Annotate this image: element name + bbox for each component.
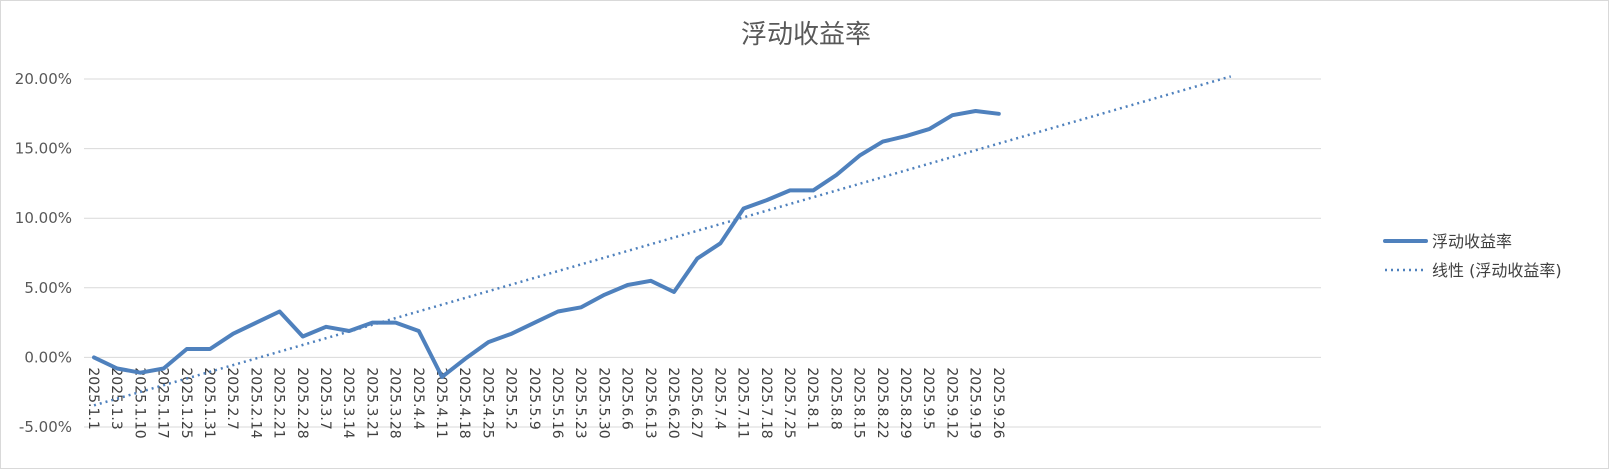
trendline [93,75,1232,407]
data-point [162,367,166,371]
x-tick-label: 2025.1.1 [85,367,101,429]
x-tick-label: 2025.4.11 [433,367,449,438]
x-tick-label: 2025.4.25 [479,367,495,438]
data-point [440,375,444,379]
x-tick-label: 2025.1.25 [178,367,194,438]
data-point [324,325,328,329]
data-point [626,283,630,287]
data-point [208,347,212,351]
data-point [858,154,862,158]
y-axis-ticks: -5.00% 0.00% 5.00% 10.00% 15.00% 20.00% [15,70,72,436]
x-tick-label: 2025.9.19 [967,367,983,438]
y-tick-label: 5.00% [24,279,72,297]
x-tick-label: 2025.8.22 [874,367,890,438]
data-point [579,305,583,309]
x-tick-label: 2025.7.11 [735,367,751,438]
y-tick-label: -5.00% [19,418,72,436]
y-tick-label: 10.00% [15,209,72,227]
data-point [788,188,792,192]
x-tick-label: 2025.5.9 [526,367,542,429]
data-point [254,321,258,325]
x-tick-label: 2025.7.25 [781,367,797,438]
x-tick-label: 2025.1.17 [155,367,171,438]
x-tick-label: 2025.2.14 [247,367,263,438]
y-tick-label: 0.00% [24,348,72,366]
y-tick-label: 20.00% [15,70,72,88]
data-point [138,371,142,375]
x-tick-label: 2025.2.7 [224,367,240,429]
chart-title: 浮动收益率 [741,20,871,50]
data-point [974,109,978,113]
data-point [394,321,398,325]
x-tick-label: 2025.5.23 [572,367,588,438]
x-tick-label: 2025.1.3 [108,367,124,429]
data-point [718,241,722,245]
legend: 浮动收益率 线性 (浮动收益率) [1383,232,1562,280]
x-tick-label: 2025.8.29 [897,367,913,438]
data-point [904,134,908,138]
data-point [765,198,769,202]
data-point [602,293,606,297]
data-point [834,173,838,177]
x-tick-label: 2025.6.20 [665,367,681,438]
x-tick-label: 2025.3.28 [387,367,403,438]
x-tick-label: 2025.9.12 [943,367,959,438]
data-point [231,332,235,336]
data-point [927,127,931,131]
x-tick-label: 2025.4.18 [456,367,472,438]
x-tick-label: 2025.3.21 [363,367,379,438]
x-tick-label: 2025.6.27 [688,367,704,438]
data-point [742,206,746,210]
data-point [556,309,560,313]
series-layer [92,75,1232,407]
x-tick-label: 2025.8.1 [804,367,820,429]
x-tick-label: 2025.3.14 [340,367,356,438]
y-tick-label: 15.00% [15,140,72,158]
data-point [533,321,537,325]
data-point [997,112,1001,116]
data-point [278,309,282,313]
data-point [695,257,699,261]
x-tick-label: 2025.7.4 [711,367,727,429]
x-tick-label: 2025.4.4 [410,367,426,429]
x-tick-label: 2025.2.21 [271,367,287,438]
data-point [950,113,954,117]
x-tick-label: 2025.3.7 [317,367,333,429]
x-tick-label: 2025.8.15 [851,367,867,438]
data-point [649,279,653,283]
x-tick-label: 2025.6.13 [642,367,658,438]
data-point [486,340,490,344]
x-tick-label: 2025.5.2 [503,367,519,429]
x-tick-label: 2025.1.10 [131,367,147,438]
legend-label-series: 浮动收益率 [1432,232,1512,251]
legend-label-trendline: 线性 (浮动收益率) [1432,261,1562,280]
data-point [301,335,305,339]
x-tick-label: 2025.5.16 [549,367,565,438]
data-point [347,329,351,333]
x-tick-label: 2025.7.18 [758,367,774,438]
series-line [92,109,1001,379]
x-tick-label: 2025.9.26 [990,367,1006,438]
data-point [463,357,467,361]
data-point [185,347,189,351]
data-point [115,367,119,371]
data-point [510,332,514,336]
data-point [672,290,676,294]
data-point [881,140,885,144]
x-tick-label: 2025.9.5 [920,367,936,429]
x-tick-label: 2025.8.8 [827,367,843,429]
data-point [417,329,421,333]
data-point [811,188,815,192]
x-tick-label: 2025.6.6 [619,367,635,429]
x-tick-label: 2025.5.30 [595,367,611,438]
gridlines [84,78,1321,428]
data-point [92,355,96,359]
x-tick-label: 2025.1.31 [201,367,217,438]
x-tick-label: 2025.2.28 [294,367,310,438]
data-point [370,321,374,325]
x-axis-ticks: 2025.1.1 2025.1.3 2025.1.10 2025.1.17 2025.1… [85,367,1006,438]
